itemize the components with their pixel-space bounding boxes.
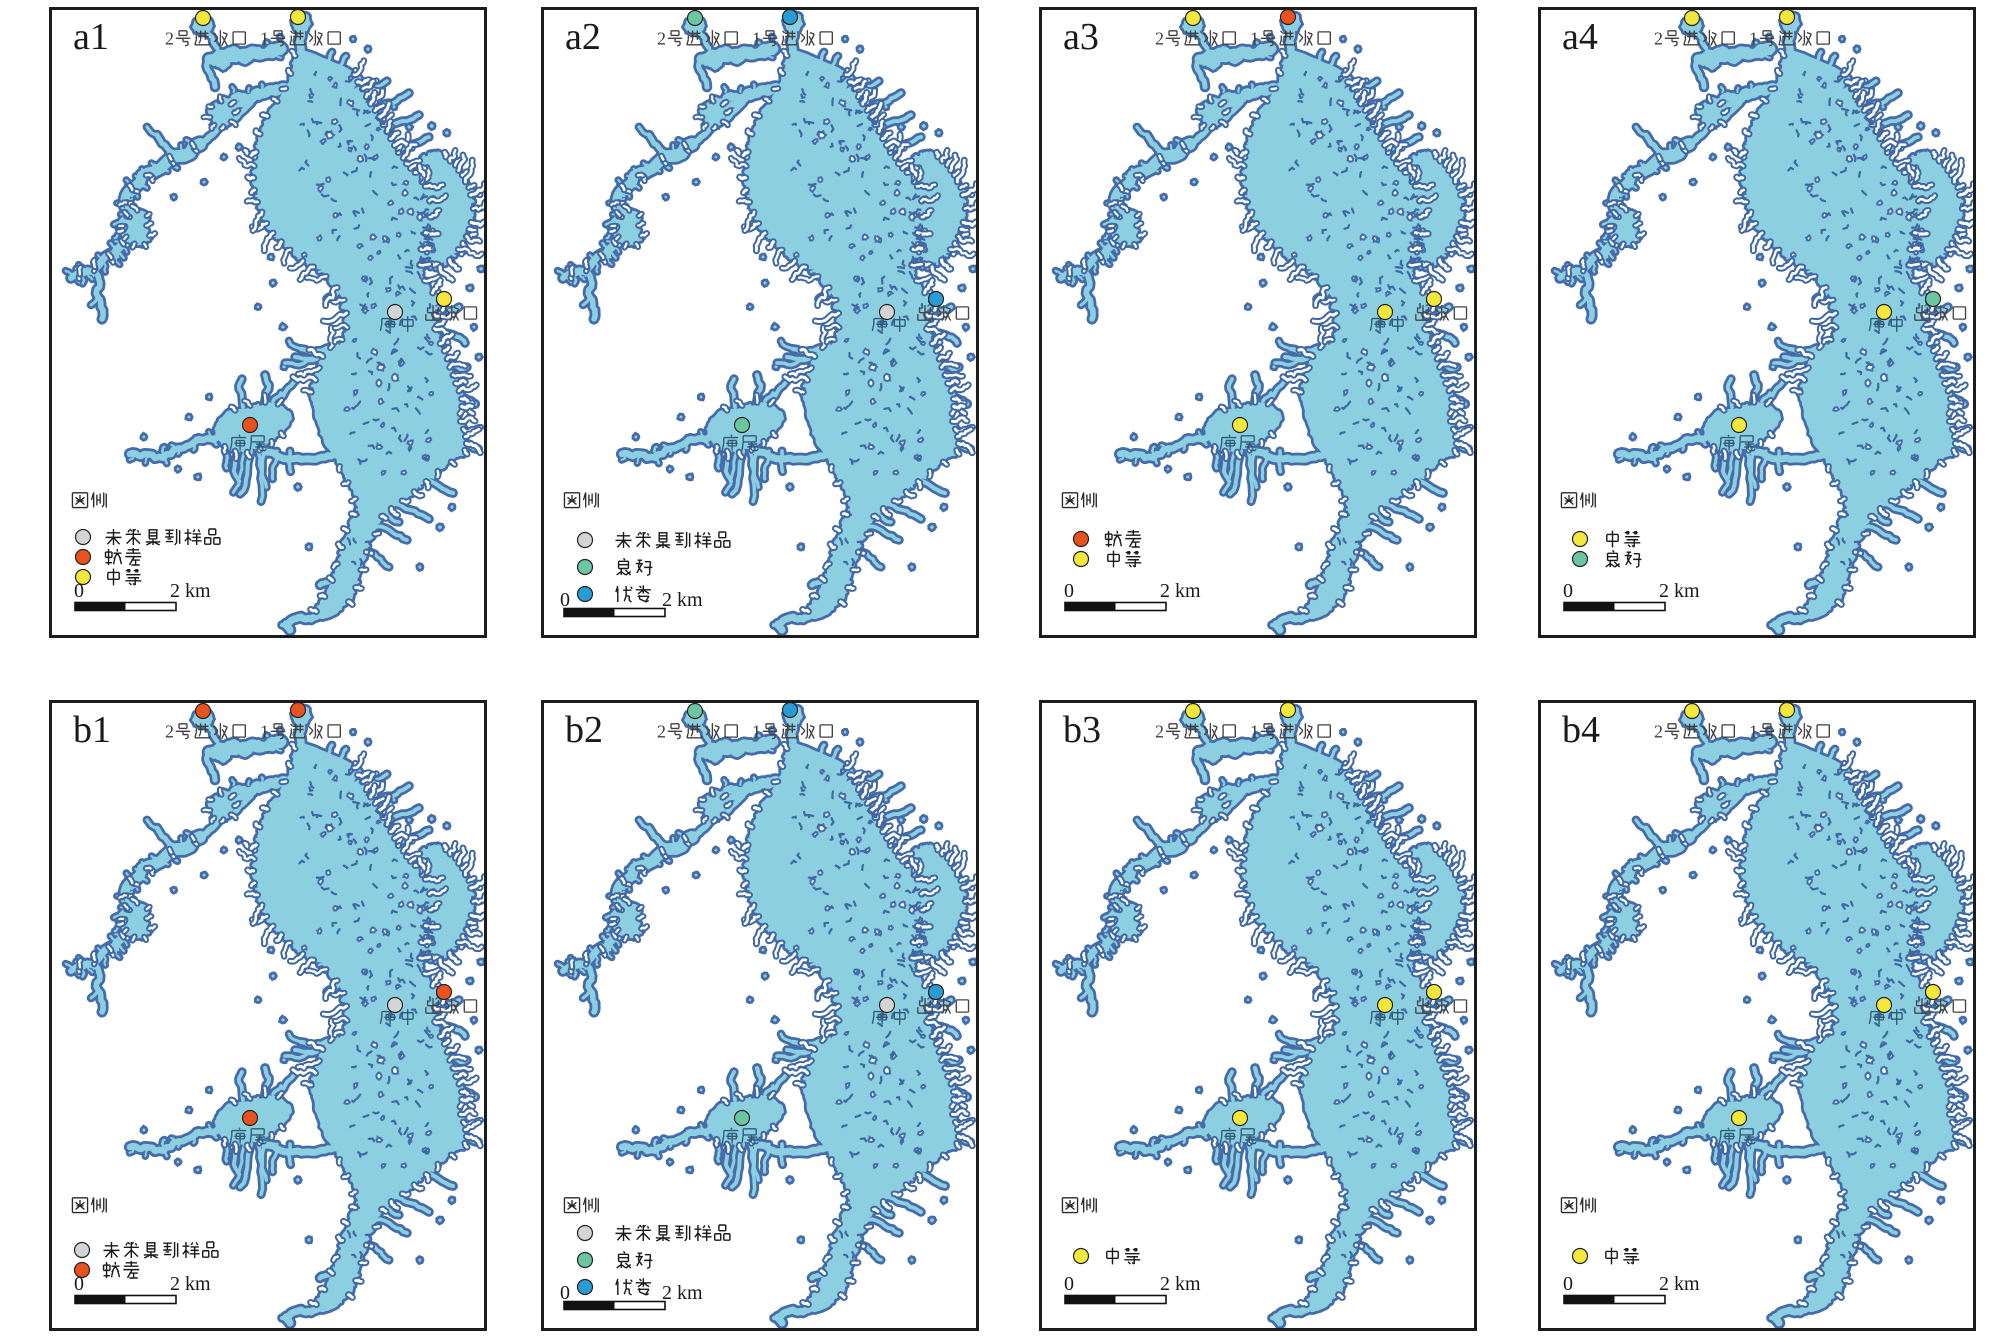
svg-text:2: 2: [165, 722, 174, 742]
svg-text:2 km: 2 km: [170, 580, 211, 602]
svg-text:1: 1: [260, 29, 269, 49]
svg-text:b2: b2: [565, 709, 603, 751]
svg-text:2 km: 2 km: [170, 1273, 211, 1295]
svg-text:1: 1: [752, 722, 761, 742]
svg-text:0: 0: [1563, 580, 1573, 602]
svg-text:b4: b4: [1562, 709, 1600, 751]
svg-text:b3: b3: [1063, 709, 1101, 751]
svg-text:1: 1: [1749, 29, 1758, 49]
svg-text:1: 1: [1749, 722, 1758, 742]
svg-text:b1: b1: [73, 709, 111, 751]
svg-text:1: 1: [1250, 29, 1259, 49]
svg-text:a1: a1: [73, 16, 109, 58]
svg-text:0: 0: [74, 580, 84, 602]
svg-text:0: 0: [1064, 1273, 1074, 1295]
svg-text:1: 1: [1250, 722, 1259, 742]
svg-text:a4: a4: [1562, 16, 1598, 58]
svg-text:2 km: 2 km: [1160, 1273, 1201, 1295]
svg-text:0: 0: [560, 589, 570, 611]
svg-text:1: 1: [752, 29, 761, 49]
svg-text:2 km: 2 km: [1659, 1273, 1700, 1295]
svg-text:2 km: 2 km: [662, 589, 703, 611]
svg-text:2 km: 2 km: [662, 1282, 703, 1304]
svg-text:2 km: 2 km: [1659, 580, 1700, 602]
svg-text:2 km: 2 km: [1160, 580, 1201, 602]
svg-text:0: 0: [560, 1282, 570, 1304]
svg-text:2: 2: [1155, 722, 1164, 742]
svg-text:2: 2: [657, 29, 666, 49]
svg-text:1: 1: [260, 722, 269, 742]
svg-text:2: 2: [1654, 722, 1663, 742]
svg-text:0: 0: [1064, 580, 1074, 602]
svg-text:2: 2: [1155, 29, 1164, 49]
svg-text:a2: a2: [565, 16, 601, 58]
svg-text:2: 2: [165, 29, 174, 49]
svg-text:a3: a3: [1063, 16, 1099, 58]
svg-text:2: 2: [1654, 29, 1663, 49]
svg-text:0: 0: [74, 1273, 84, 1295]
svg-text:0: 0: [1563, 1273, 1573, 1295]
svg-text:2: 2: [657, 722, 666, 742]
